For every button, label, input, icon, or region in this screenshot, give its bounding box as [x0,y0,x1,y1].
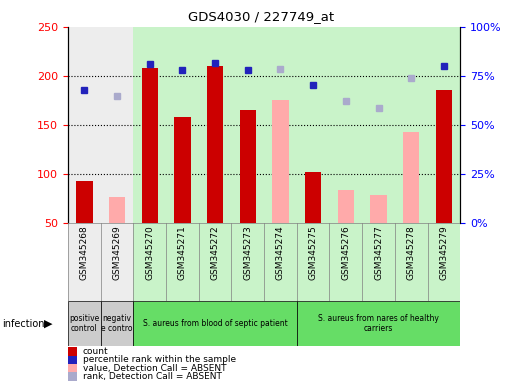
Bar [272,100,289,223]
Text: rank, Detection Call = ABSENT: rank, Detection Call = ABSENT [83,372,222,381]
Text: infection: infection [3,318,45,329]
Text: GSM345273: GSM345273 [243,225,252,280]
Text: GSM345274: GSM345274 [276,225,285,280]
Text: GSM345269: GSM345269 [112,225,121,280]
Bar [207,66,223,223]
Bar [100,223,133,301]
Text: positive
control: positive control [69,314,99,333]
Bar [174,117,190,223]
Bar [76,180,93,223]
Text: S. aureus from nares of healthy
carriers: S. aureus from nares of healthy carriers [318,314,439,333]
Bar [297,223,460,301]
Text: count: count [83,347,108,356]
Text: GDS4030 / 227749_at: GDS4030 / 227749_at [188,10,335,23]
Bar [68,27,100,223]
Text: GSM345277: GSM345277 [374,225,383,280]
Text: GSM345275: GSM345275 [309,225,317,280]
Text: GSM345272: GSM345272 [211,225,220,280]
Text: GSM345279: GSM345279 [439,225,448,280]
Bar [133,301,297,346]
Bar [133,223,297,301]
Bar [133,27,297,223]
Bar [297,27,460,223]
Bar [100,301,133,346]
Bar [109,197,125,223]
Bar [403,132,419,223]
Text: negativ
e contro: negativ e contro [101,314,133,333]
Bar [305,172,321,223]
Text: GSM345268: GSM345268 [80,225,89,280]
Text: value, Detection Call = ABSENT: value, Detection Call = ABSENT [83,364,226,373]
Bar [142,68,158,223]
Bar [68,301,100,346]
Bar [297,301,460,346]
Bar [68,223,100,301]
Text: percentile rank within the sample: percentile rank within the sample [83,355,236,364]
Bar [338,190,354,223]
Text: GSM345278: GSM345278 [407,225,416,280]
Text: S. aureus from blood of septic patient: S. aureus from blood of septic patient [143,319,288,328]
Text: GSM345271: GSM345271 [178,225,187,280]
Bar [100,27,133,223]
Bar [436,89,452,223]
Bar [370,195,386,223]
Text: ▶: ▶ [44,318,53,329]
Bar [240,110,256,223]
Text: GSM345276: GSM345276 [342,225,350,280]
Text: GSM345270: GSM345270 [145,225,154,280]
